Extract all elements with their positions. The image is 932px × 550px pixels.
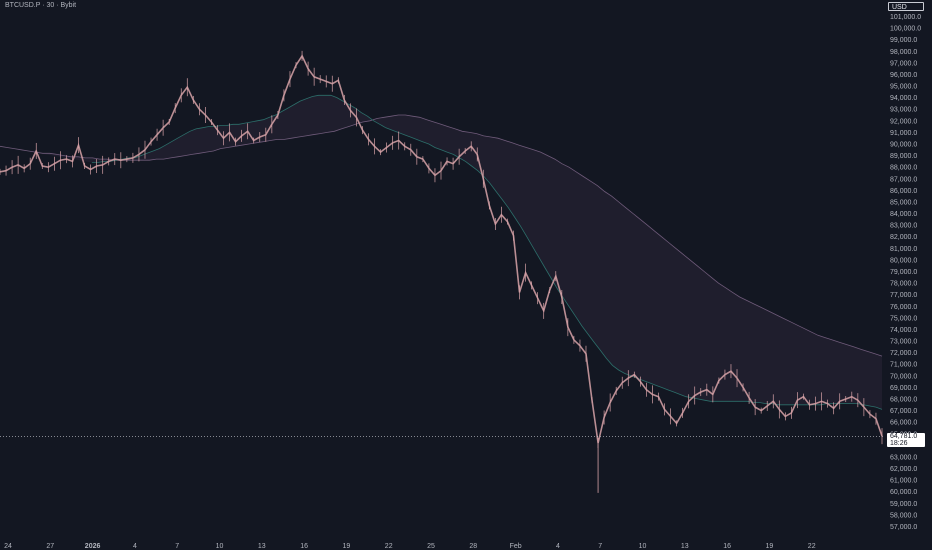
y-tick-label: 100,000.0	[890, 26, 921, 33]
y-tick-label: 99,000.0	[890, 37, 917, 44]
x-tick-label: 27	[46, 543, 54, 550]
y-tick-label: 95,000.0	[890, 84, 917, 91]
y-tick-label: 72,000.0	[890, 350, 917, 357]
y-tick-label: 83,000.0	[890, 223, 917, 230]
ma-slow-line	[0, 114, 883, 357]
currency-button[interactable]: USD	[888, 2, 924, 11]
y-tick-label: 98,000.0	[890, 49, 917, 56]
y-tick-label: 94,000.0	[890, 95, 917, 102]
y-tick-label: 79,000.0	[890, 269, 917, 276]
last-price-value: 64,781.0	[890, 433, 918, 440]
x-tick-label: 25	[427, 543, 435, 550]
y-tick-label: 78,000.0	[890, 281, 917, 288]
y-tick-label: 74,000.0	[890, 327, 917, 334]
y-tick-label: 80,000.0	[890, 257, 917, 264]
y-tick-label: 89,000.0	[890, 153, 917, 160]
y-tick-label: 58,000.0	[890, 512, 917, 519]
symbol-title: BTCUSD.P · 30 · Bybit	[5, 2, 77, 9]
y-tick-label: 91,000.0	[890, 130, 917, 137]
x-tick-label: 2026	[85, 543, 101, 550]
y-tick-label: 66,000.0	[890, 420, 917, 427]
y-tick-label: 93,000.0	[890, 107, 917, 114]
x-tick-label: 16	[723, 543, 731, 550]
y-tick-label: 101,000.0	[890, 14, 921, 21]
y-tick-label: 84,000.0	[890, 211, 917, 218]
y-tick-label: 75,000.0	[890, 315, 917, 322]
x-tick-label: 4	[556, 543, 560, 550]
x-tick-label: 10	[639, 543, 647, 550]
x-tick-label: Feb	[510, 543, 522, 550]
y-tick-label: 90,000.0	[890, 142, 917, 149]
y-tick-label: 61,000.0	[890, 478, 917, 485]
y-tick-label: 69,000.0	[890, 385, 917, 392]
x-tick-label: 4	[133, 543, 137, 550]
x-tick-label: 10	[216, 543, 224, 550]
bar-countdown: 18:26	[890, 440, 908, 447]
x-tick-label: 19	[343, 543, 351, 550]
last-price-tag: 64,781.0 18:26	[887, 433, 925, 447]
y-tick-label: 63,000.0	[890, 454, 917, 461]
y-tick-label: 87,000.0	[890, 176, 917, 183]
x-tick-label: 13	[258, 543, 266, 550]
x-tick-label: 7	[598, 543, 602, 550]
y-tick-label: 73,000.0	[890, 339, 917, 346]
x-tick-label: 16	[300, 543, 308, 550]
y-tick-label: 57,000.0	[890, 524, 917, 531]
x-tick-label: 7	[175, 543, 179, 550]
y-tick-label: 92,000.0	[890, 118, 917, 125]
x-tick-label: 22	[808, 543, 816, 550]
y-tick-label: 59,000.0	[890, 501, 917, 508]
y-tick-label: 60,000.0	[890, 489, 917, 496]
x-tick-label: 22	[385, 543, 393, 550]
y-tick-label: 71,000.0	[890, 362, 917, 369]
y-tick-label: 67,000.0	[890, 408, 917, 415]
y-tick-label: 62,000.0	[890, 466, 917, 473]
y-tick-label: 85,000.0	[890, 199, 917, 206]
x-tick-label: 13	[681, 543, 689, 550]
x-tick-label: 28	[469, 543, 477, 550]
x-tick-label: 19	[766, 543, 774, 550]
y-tick-label: 82,000.0	[890, 234, 917, 241]
y-tick-label: 68,000.0	[890, 397, 917, 404]
y-tick-label: 86,000.0	[890, 188, 917, 195]
y-tick-label: 96,000.0	[890, 72, 917, 79]
x-tick-label: 24	[4, 543, 12, 550]
ma-band	[0, 95, 882, 410]
y-tick-label: 97,000.0	[890, 60, 917, 67]
y-tick-label: 76,000.0	[890, 304, 917, 311]
y-tick-label: 77,000.0	[890, 292, 917, 299]
y-tick-label: 88,000.0	[890, 165, 917, 172]
y-tick-label: 81,000.0	[890, 246, 917, 253]
ma-fast-line	[91, 94, 883, 410]
y-tick-label: 70,000.0	[890, 373, 917, 380]
